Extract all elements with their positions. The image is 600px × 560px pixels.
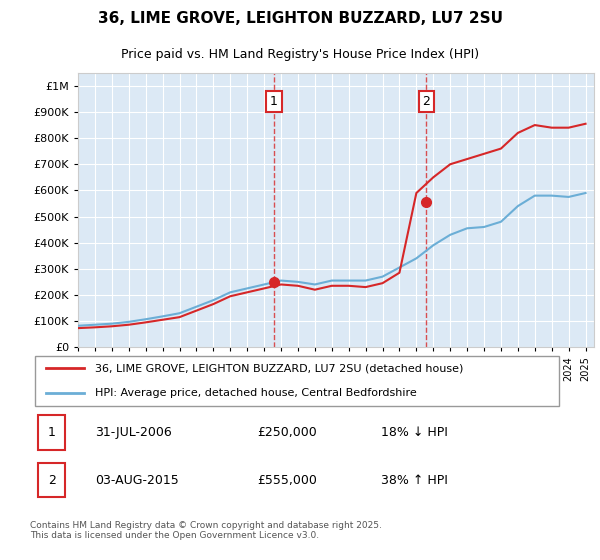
Text: 1: 1 xyxy=(270,95,278,108)
Text: 36, LIME GROVE, LEIGHTON BUZZARD, LU7 2SU (detached house): 36, LIME GROVE, LEIGHTON BUZZARD, LU7 2S… xyxy=(95,363,463,374)
Text: 2: 2 xyxy=(47,474,56,487)
Text: 03-AUG-2015: 03-AUG-2015 xyxy=(95,474,179,487)
Text: Contains HM Land Registry data © Crown copyright and database right 2025.
This d: Contains HM Land Registry data © Crown c… xyxy=(30,521,382,540)
Text: 1: 1 xyxy=(47,426,56,439)
Text: 38% ↑ HPI: 38% ↑ HPI xyxy=(381,474,448,487)
Text: 31-JUL-2006: 31-JUL-2006 xyxy=(95,426,172,439)
Text: 36, LIME GROVE, LEIGHTON BUZZARD, LU7 2SU: 36, LIME GROVE, LEIGHTON BUZZARD, LU7 2S… xyxy=(97,11,503,26)
Text: 2: 2 xyxy=(422,95,430,108)
FancyBboxPatch shape xyxy=(38,416,65,450)
FancyBboxPatch shape xyxy=(35,356,559,406)
Text: £250,000: £250,000 xyxy=(257,426,317,439)
FancyBboxPatch shape xyxy=(38,463,65,497)
Text: 18% ↓ HPI: 18% ↓ HPI xyxy=(381,426,448,439)
Text: HPI: Average price, detached house, Central Bedfordshire: HPI: Average price, detached house, Cent… xyxy=(95,388,416,398)
Text: £555,000: £555,000 xyxy=(257,474,317,487)
Text: Price paid vs. HM Land Registry's House Price Index (HPI): Price paid vs. HM Land Registry's House … xyxy=(121,48,479,61)
